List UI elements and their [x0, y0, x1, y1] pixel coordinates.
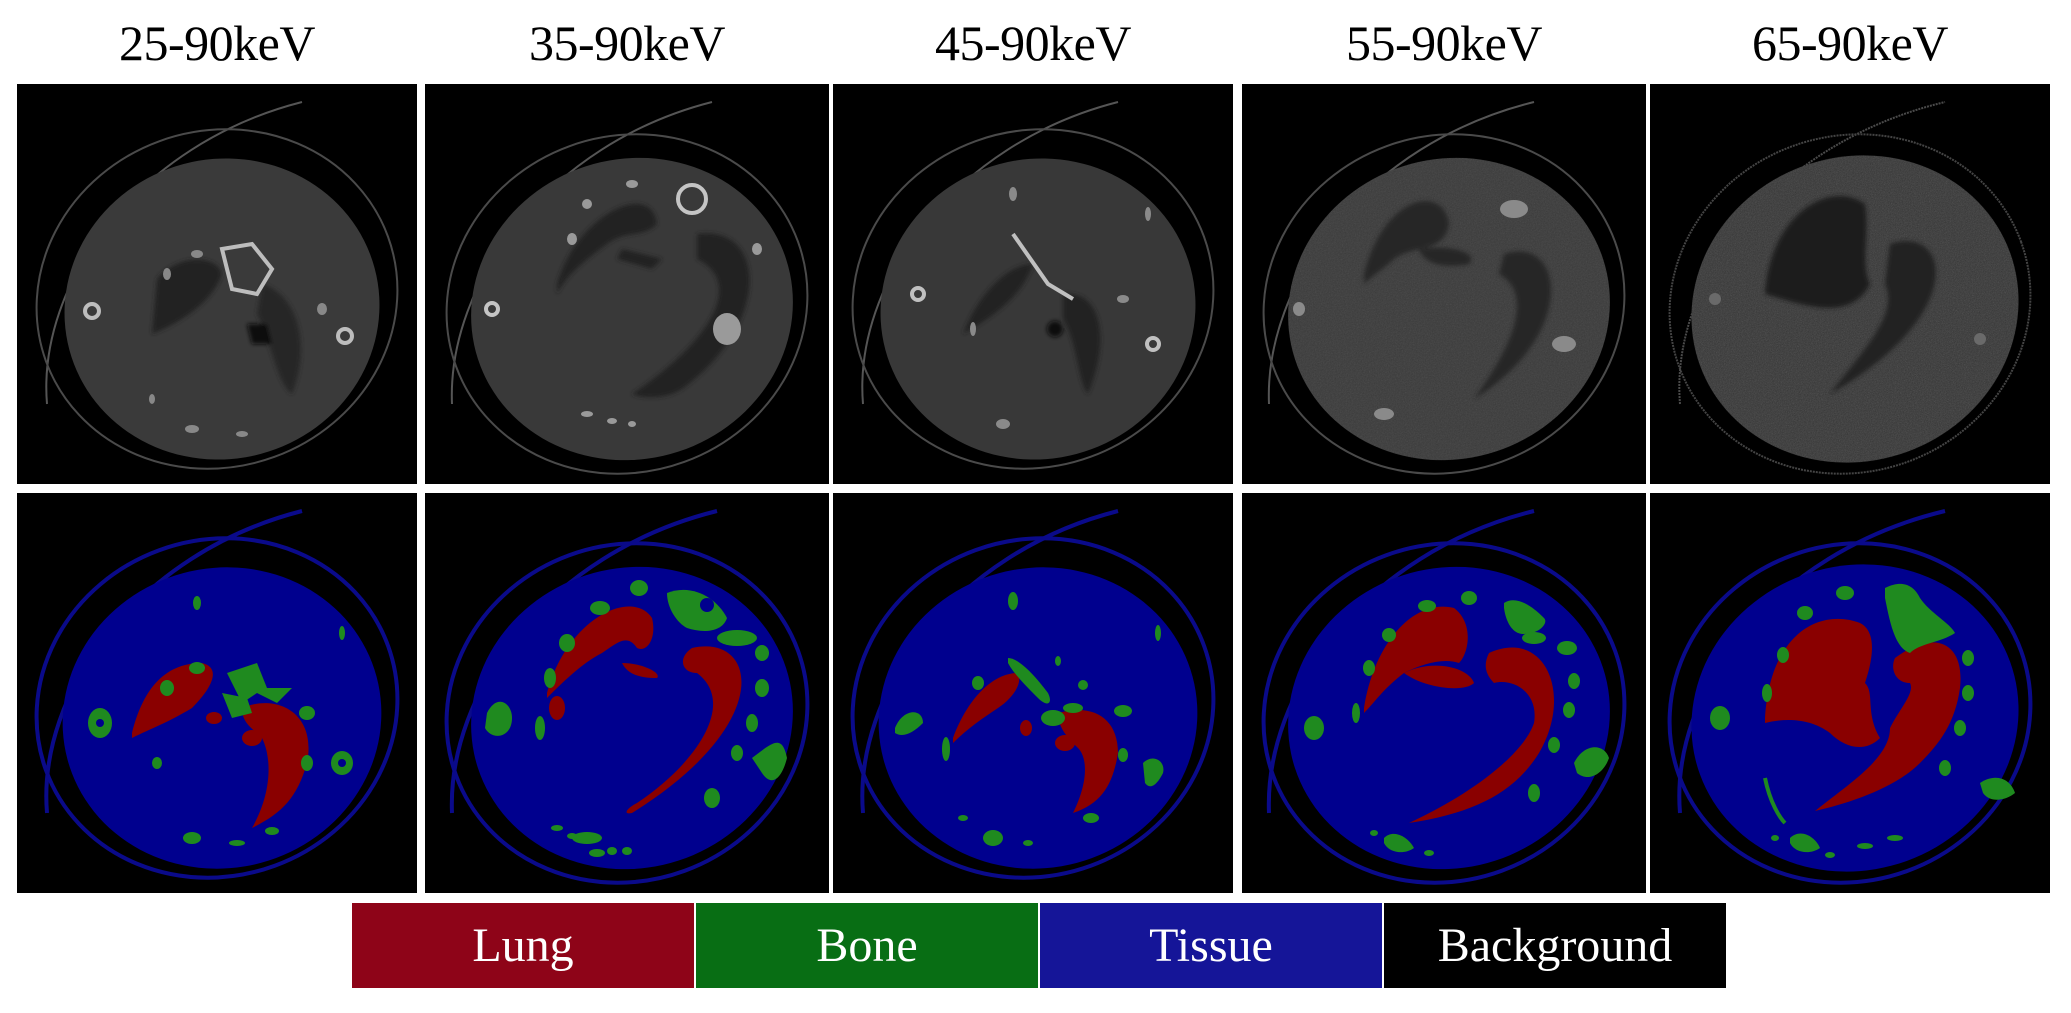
column-title-25-90kev: 25-90keV	[119, 15, 315, 71]
segmentation-panel-25-90kev	[17, 493, 417, 893]
ct-slice-image	[445, 101, 809, 475]
ct-panel-35-90kev	[425, 84, 829, 484]
legend-label-bone: Bone	[816, 919, 918, 972]
legend-item-bone: Bone	[696, 903, 1040, 988]
segmentation-image	[850, 509, 1216, 880]
ct-panel-25-90kev	[17, 84, 417, 484]
legend: Lung Bone Tissue Background	[352, 903, 1726, 988]
column-title-35-90kev: 35-90keV	[529, 15, 725, 71]
legend-label-lung: Lung	[472, 919, 574, 972]
segmentation-panel-45-90kev	[833, 493, 1233, 893]
column-title-65-90kev: 65-90keV	[1752, 15, 1948, 71]
ct-panel-55-90kev	[1242, 84, 1646, 484]
ct-slice-image	[851, 101, 1215, 470]
column-title-45-90kev: 45-90keV	[935, 15, 1131, 71]
ct-slice-image	[1668, 101, 2032, 475]
segmentation-image	[34, 509, 400, 880]
legend-item-background: Background	[1384, 903, 1726, 988]
ct-slice-image	[1262, 101, 1626, 475]
legend-label-background: Background	[1437, 919, 1673, 972]
ct-panel-65-90kev	[1650, 84, 2050, 484]
legend-item-tissue: Tissue	[1040, 903, 1384, 988]
segmentation-panel-65-90kev	[1650, 493, 2050, 893]
segmentation-panel-35-90kev	[425, 493, 829, 893]
segmentation-panel-55-90kev	[1242, 493, 1646, 893]
legend-label-tissue: Tissue	[1149, 919, 1273, 972]
ct-slice-image	[35, 101, 399, 470]
column-title-55-90kev: 55-90keV	[1346, 15, 1542, 71]
segmentation-image	[444, 509, 810, 885]
segmentation-image	[1261, 509, 1627, 885]
ct-panel-45-90kev	[833, 84, 1233, 484]
legend-item-lung: Lung	[352, 903, 696, 988]
segmentation-image	[1667, 509, 2033, 885]
